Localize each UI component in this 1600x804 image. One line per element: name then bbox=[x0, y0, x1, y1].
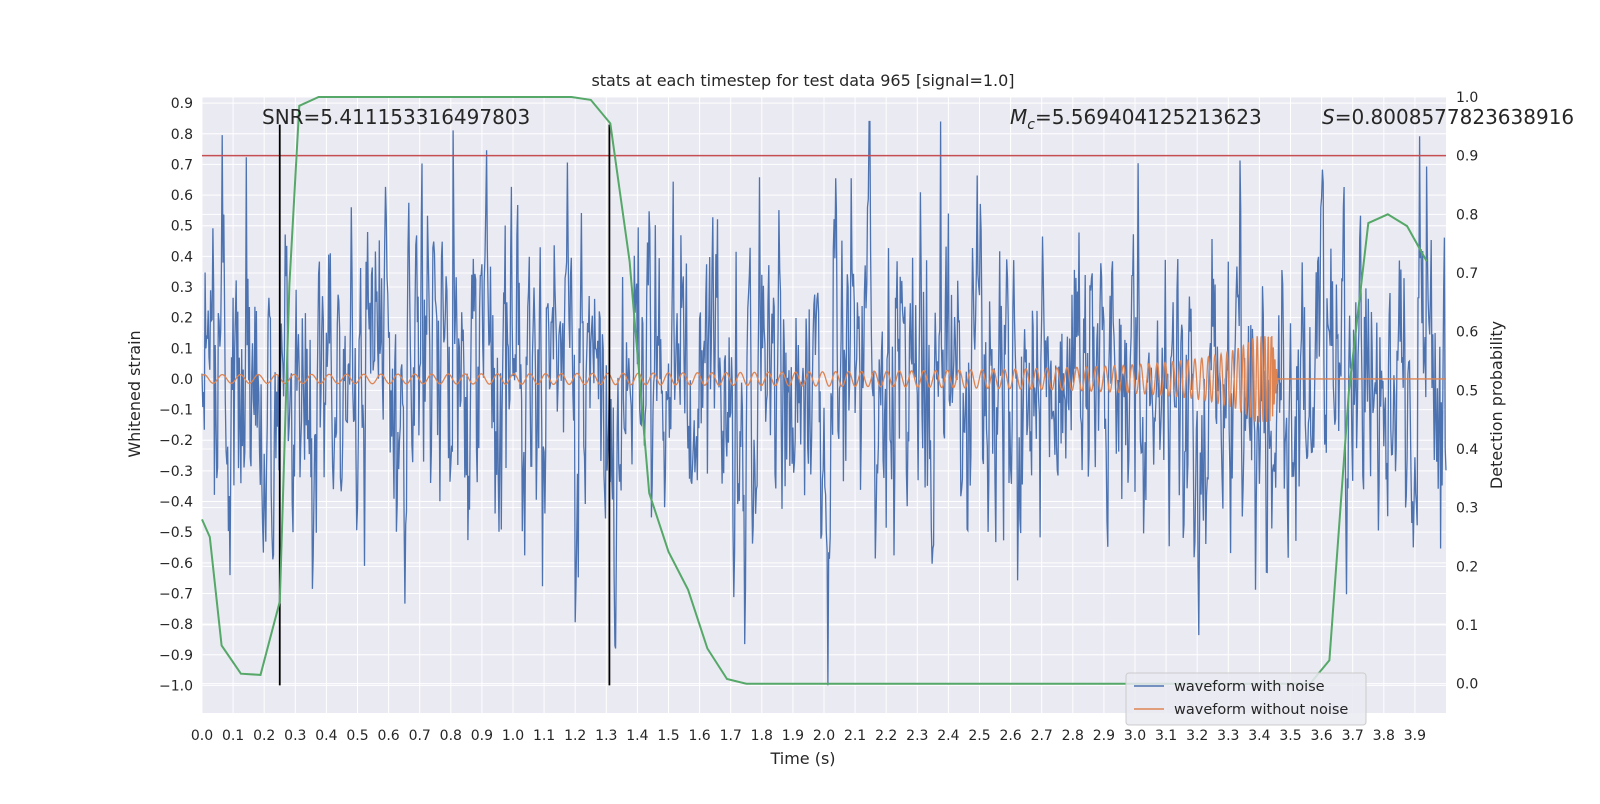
x-tick-label: 2.5 bbox=[968, 728, 990, 744]
y-tick-label: −0.1 bbox=[159, 403, 193, 419]
x-tick-label: 2.8 bbox=[1062, 728, 1084, 744]
x-tick-label: 1.1 bbox=[533, 728, 555, 744]
y-right-tick-label: 0.9 bbox=[1456, 149, 1478, 165]
x-tick-label: 3.7 bbox=[1342, 728, 1364, 744]
x-tick-label: 2.0 bbox=[813, 728, 835, 744]
y-right-tick-label: 0.5 bbox=[1456, 383, 1478, 399]
x-tick-label: 3.0 bbox=[1124, 728, 1146, 744]
x-tick-label: 0.3 bbox=[284, 728, 306, 744]
y-tick-label: −0.8 bbox=[159, 617, 193, 633]
y-tick-label: −1.0 bbox=[159, 678, 193, 694]
y-tick-label: 0.6 bbox=[171, 188, 193, 204]
x-tick-label: 3.5 bbox=[1279, 728, 1301, 744]
y-tick-label: 0.3 bbox=[171, 280, 193, 296]
y-tick-label: 0.0 bbox=[171, 372, 193, 388]
y-tick-label: −0.6 bbox=[159, 556, 193, 572]
x-tick-label: 3.4 bbox=[1248, 728, 1270, 744]
y-right-tick-label: 0.8 bbox=[1456, 207, 1478, 223]
score-symbol: S bbox=[1322, 105, 1335, 129]
grid bbox=[201, 96, 1446, 713]
x-tick-label: 0.7 bbox=[409, 728, 431, 744]
legend-box bbox=[1125, 672, 1367, 726]
x-tick-label: 1.7 bbox=[720, 728, 742, 744]
chirp-mass-symbol: M bbox=[1010, 105, 1027, 129]
y-tick-label: −0.3 bbox=[159, 464, 193, 480]
y-tick-label: −0.5 bbox=[159, 525, 193, 541]
x-tick-label: 0.9 bbox=[471, 728, 493, 744]
x-tick-label: 1.8 bbox=[751, 728, 773, 744]
x-tick-label: 0.4 bbox=[315, 728, 337, 744]
x-tick-label: 2.9 bbox=[1093, 728, 1115, 744]
y-right-tick-label: 0.0 bbox=[1456, 677, 1478, 693]
y-tick-label: 0.9 bbox=[171, 96, 193, 112]
x-tick-label: 3.2 bbox=[1186, 728, 1208, 744]
y-tick-label: 0.2 bbox=[171, 311, 193, 327]
x-tick-label: 3.1 bbox=[1155, 728, 1177, 744]
y-right-tick-label: 0.6 bbox=[1456, 325, 1478, 341]
y-right-tick-label: 0.1 bbox=[1456, 618, 1478, 634]
y-tick-label: −0.2 bbox=[159, 433, 193, 449]
chart-title: stats at each timestep for test data 965… bbox=[591, 71, 1014, 90]
legend-label-noise: waveform with noise bbox=[1174, 679, 1325, 695]
x-tick-label: 3.9 bbox=[1404, 728, 1426, 744]
x-tick-label: 1.3 bbox=[595, 728, 617, 744]
x-tick-label: 1.2 bbox=[564, 728, 586, 744]
x-tick-label: 1.5 bbox=[657, 728, 679, 744]
series-waveform-with-noise bbox=[201, 120, 1447, 686]
x-axis-label: Time (s) bbox=[769, 749, 835, 768]
y-right-tick-label: 1.0 bbox=[1456, 90, 1478, 106]
x-tick-label: 2.4 bbox=[937, 728, 959, 744]
score-value: =0.8008577823638916 bbox=[1335, 105, 1574, 129]
chirp-mass-annotation: Mc=5.569404125213623 bbox=[1010, 105, 1262, 133]
y-right-tick-label: 0.2 bbox=[1456, 559, 1478, 575]
x-tick-label: 2.3 bbox=[906, 728, 928, 744]
x-tick-label: 1.9 bbox=[782, 728, 804, 744]
y-tick-label: 0.5 bbox=[171, 219, 193, 235]
x-tick-label: 0.0 bbox=[191, 728, 213, 744]
score-annotation: S=0.8008577823638916 bbox=[1322, 105, 1574, 129]
y-axis-label: Whitened strain bbox=[125, 330, 144, 457]
legend-label-clean: waveform without noise bbox=[1174, 702, 1348, 718]
x-tick-label: 0.1 bbox=[222, 728, 244, 744]
x-tick-label: 2.7 bbox=[1031, 728, 1053, 744]
x-tick-label: 3.6 bbox=[1310, 728, 1332, 744]
x-tick-label: 0.2 bbox=[253, 728, 275, 744]
x-tick-label: 2.1 bbox=[844, 728, 866, 744]
y-axis-right-ticks: 1.0 0.9 0.8 0.7 0.6 0.5 0.4 0.3 0.2 0.1 0.0 bbox=[1456, 90, 1478, 693]
x-tick-label: 3.3 bbox=[1217, 728, 1239, 744]
y-tick-label: 0.1 bbox=[171, 341, 193, 357]
x-tick-label: 0.6 bbox=[377, 728, 399, 744]
chirp-mass-subscript: c bbox=[1027, 117, 1035, 133]
y-tick-label: −0.4 bbox=[159, 495, 193, 511]
x-tick-label: 0.8 bbox=[440, 728, 462, 744]
snr-annotation: SNR=5.411153316497803 bbox=[262, 105, 530, 129]
series-waveform-without-noise bbox=[201, 336, 1446, 424]
clean-series bbox=[201, 336, 1446, 424]
y-tick-label: 0.4 bbox=[171, 249, 193, 265]
y-right-tick-label: 0.3 bbox=[1456, 501, 1478, 517]
x-axis-ticks: 0.0 0.1 0.2 0.3 0.4 0.5 0.6 0.7 0.8 0.9 1.0 1.1 1.2 1… bbox=[191, 728, 1426, 744]
y-axis-right-label: Detection probability bbox=[1487, 321, 1506, 489]
y-tick-label: 0.8 bbox=[171, 127, 193, 143]
y-tick-label: 0.7 bbox=[171, 157, 193, 173]
x-tick-label: 0.5 bbox=[346, 728, 368, 744]
legend: waveform with noise waveform without noi… bbox=[1125, 672, 1367, 726]
y-tick-label: −0.9 bbox=[159, 648, 193, 664]
x-tick-label: 1.0 bbox=[502, 728, 524, 744]
x-tick-label: 1.4 bbox=[626, 728, 648, 744]
x-tick-label: 2.6 bbox=[999, 728, 1021, 744]
x-tick-label: 3.8 bbox=[1373, 728, 1395, 744]
x-tick-label: 1.6 bbox=[688, 728, 710, 744]
x-tick-label: 2.2 bbox=[875, 728, 897, 744]
y-right-tick-label: 0.4 bbox=[1456, 442, 1478, 458]
y-right-tick-label: 0.7 bbox=[1456, 266, 1478, 282]
chirp-mass-value: =5.569404125213623 bbox=[1035, 105, 1262, 129]
noise-series bbox=[201, 120, 1447, 686]
y-tick-label: −0.7 bbox=[159, 586, 193, 602]
y-axis-left-ticks: 0.9 0.8 0.7 0.6 0.5 0.4 0.3 0.2 0.1 0.0 −0.1 −0.2 −0… bbox=[159, 96, 193, 694]
